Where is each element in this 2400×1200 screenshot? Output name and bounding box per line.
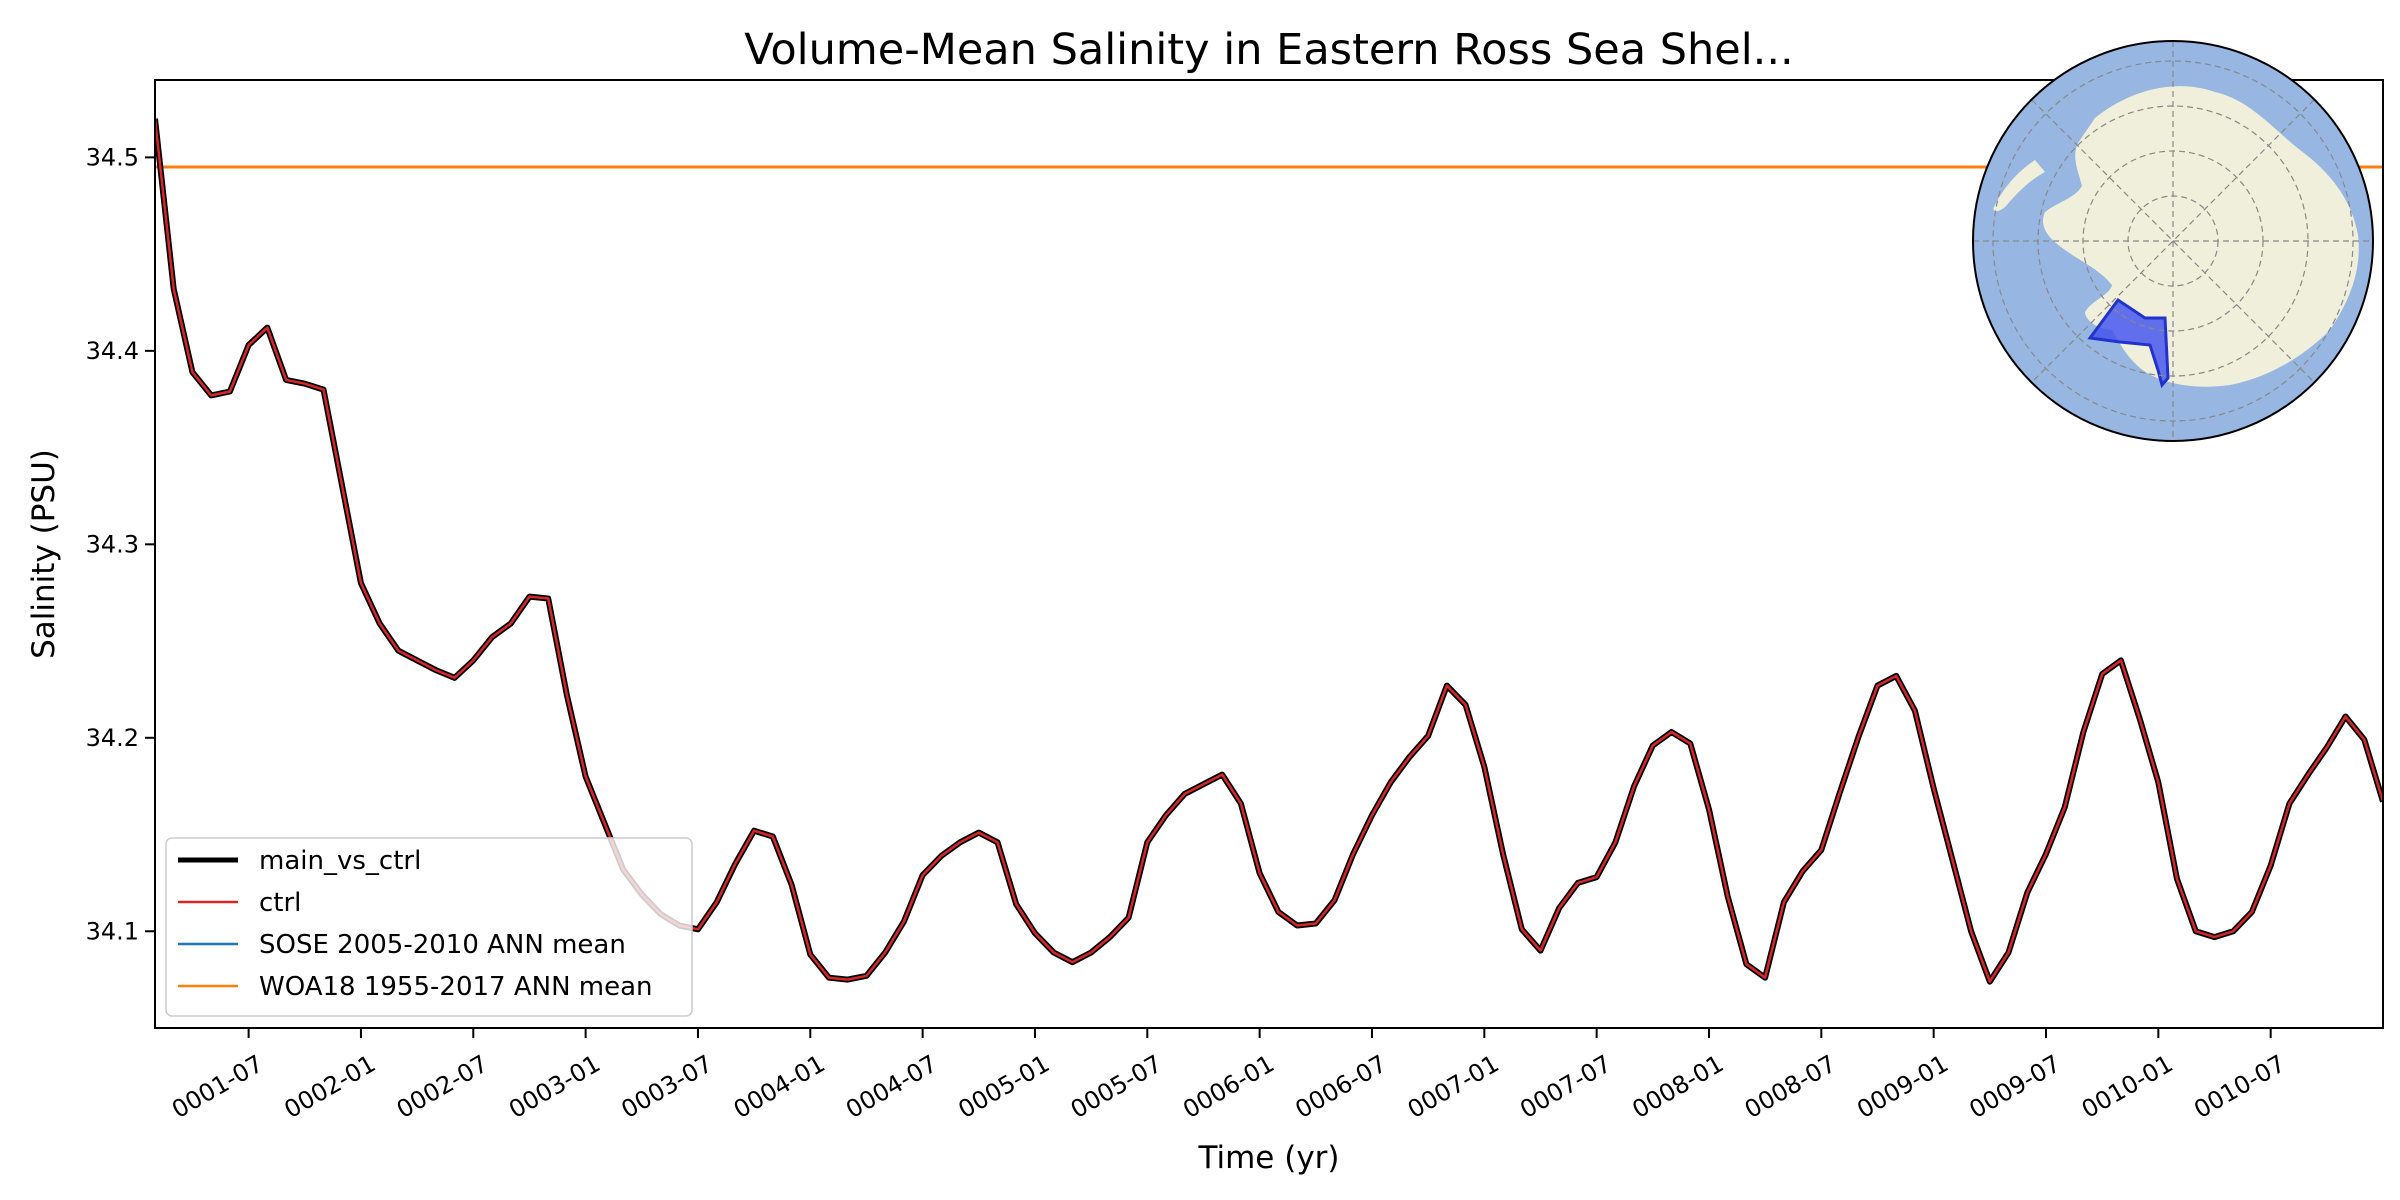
x-tick-label: 0009-07 — [1965, 1049, 2066, 1123]
legend: main_vs_ctrl ctrl SOSE 2005-2010 ANN mea… — [165, 837, 693, 1017]
map-graticule — [1973, 41, 2373, 441]
y-tick-label: 34.1 — [86, 917, 139, 945]
plot-frame — [154, 79, 2384, 1029]
x-tick-label: 0001-07 — [167, 1049, 268, 1123]
x-tick-label: 0006-07 — [1291, 1049, 1392, 1123]
legend-label-ctrl: ctrl — [259, 888, 301, 918]
x-tick-label: 0008-07 — [1740, 1049, 1841, 1123]
y-tick-label: 34.3 — [86, 530, 139, 558]
x-tick-label: 0010-07 — [2189, 1049, 2290, 1123]
legend-box — [165, 837, 693, 1017]
legend-label-sose: SOSE 2005-2010 ANN mean — [259, 930, 626, 960]
x-tick-label: 0002-01 — [280, 1049, 381, 1123]
x-tick-label: 0003-07 — [617, 1049, 718, 1123]
x-tick-label: 0003-01 — [504, 1049, 605, 1123]
map-border — [1972, 40, 2374, 442]
x-axis-title: Time (yr) — [1198, 1140, 1340, 1176]
x-tick-label: 0009-01 — [1852, 1049, 1953, 1123]
inset-map — [1972, 40, 2374, 442]
y-axis-ticks: 34.1 34.2 34.3 34.4 34.5 — [86, 143, 155, 945]
x-tick-label: 0007-07 — [1515, 1049, 1616, 1123]
x-tick-label: 0004-01 — [729, 1049, 830, 1123]
x-tick-label: 0002-07 — [392, 1049, 493, 1123]
y-tick-label: 34.2 — [86, 724, 139, 752]
y-axis-title: Salinity (PSU) — [26, 449, 62, 659]
x-tick-label: 0005-07 — [1066, 1049, 1167, 1123]
ross-sea-region — [2087, 297, 2170, 389]
x-tick-label: 0010-01 — [2077, 1049, 2178, 1123]
legend-label-main-vs-ctrl: main_vs_ctrl — [259, 846, 421, 876]
y-tick-label: 34.4 — [86, 337, 139, 365]
x-tick-label: 0004-07 — [841, 1049, 942, 1123]
x-tick-label: 0005-01 — [954, 1049, 1055, 1123]
x-tick-label: 0007-01 — [1403, 1049, 1504, 1123]
ctrl-line — [155, 118, 2383, 983]
x-tick-label: 0008-01 — [1628, 1049, 1729, 1123]
legend-label-woa18: WOA18 1955-2017 ANN mean — [259, 972, 653, 1002]
x-axis-ticks: 0001-07 0002-01 0002-07 0003-01 0003-07 0004-… — [167, 1028, 2290, 1124]
x-tick-label: 0006-01 — [1178, 1049, 1279, 1123]
y-tick-label: 34.5 — [86, 143, 139, 171]
chart-title: Volume-Mean Salinity in Eastern Ross Sea… — [744, 25, 1793, 75]
antarctic-peninsula — [1993, 160, 2045, 212]
